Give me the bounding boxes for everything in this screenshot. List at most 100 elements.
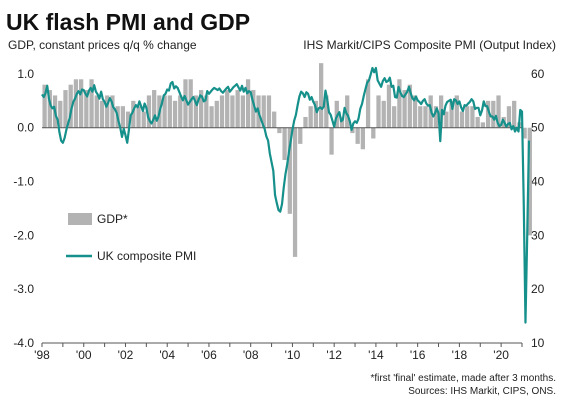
gdp-bar — [240, 95, 246, 128]
right-axis-title: IHS Markit/CIPS Composite PMI (Output In… — [303, 38, 556, 52]
gdp-bar — [496, 95, 501, 128]
gdp-bar — [449, 100, 454, 128]
x-tick-label: '00 — [76, 348, 92, 362]
gdp-bar — [360, 127, 366, 150]
gdp-bar — [235, 90, 240, 128]
gdp-bar — [459, 111, 465, 128]
gdp-bar — [397, 79, 402, 128]
left-tick-label: -4.0 — [13, 336, 34, 350]
gdp-bar — [136, 106, 141, 128]
legend: GDP* UK composite PMI — [66, 212, 196, 263]
left-tick-label: 0.0 — [17, 121, 34, 135]
right-tick-label: 30 — [531, 228, 545, 242]
gdp-bar — [433, 106, 439, 128]
gdp-bar — [339, 116, 345, 128]
gdp-bar — [392, 106, 397, 128]
right-tick-label: 40 — [531, 175, 545, 189]
gdp-bar — [371, 127, 376, 139]
gdp-bar — [376, 95, 381, 128]
gdp-bar — [58, 100, 63, 128]
gdp-bar — [167, 95, 172, 128]
gdp-bar — [73, 79, 79, 128]
gdp-bar — [318, 63, 324, 128]
gdp-bar — [277, 127, 282, 134]
gdp-bar — [272, 111, 277, 128]
gdp-bar — [245, 79, 251, 128]
right-axis-ticks: 60 50 40 30 20 10 — [531, 67, 545, 350]
x-axis-ticks: '98 '00 '02 '04 '06 '08 '10 '12 '14 '16 '18 '20 — [34, 343, 523, 362]
gdp-bar — [47, 90, 52, 128]
x-tick-label: '02 — [118, 348, 134, 362]
gdp-bar — [146, 95, 152, 128]
gdp-bar — [183, 79, 188, 128]
gdp-bar — [303, 116, 308, 128]
gdp-bar — [99, 100, 105, 128]
gdp-bar — [412, 95, 418, 128]
gdp-bar — [480, 122, 486, 128]
x-tick-label: '98 — [34, 348, 50, 362]
gdp-bar — [125, 111, 131, 128]
left-axis-title: GDP, constant prices q/q % change — [8, 38, 197, 52]
pmi-series-line — [41, 66, 531, 324]
x-tick-label: '06 — [201, 348, 217, 362]
gdp-bar — [298, 127, 303, 144]
gdp-bar — [152, 90, 157, 128]
gdp-bar — [214, 100, 219, 128]
x-tick-label: '12 — [326, 348, 342, 362]
gdp-bar — [94, 95, 99, 128]
x-tick-label: '16 — [410, 348, 426, 362]
x-tick-label: '18 — [452, 348, 468, 362]
gdp-bar — [193, 95, 199, 128]
gdp-bar — [407, 84, 412, 128]
gdp-bar — [522, 127, 527, 139]
gdp-bar — [292, 127, 298, 257]
legend-label-gdp: GDP* — [97, 212, 128, 226]
gdp-bar — [512, 100, 517, 128]
gdp-bar — [491, 100, 496, 128]
left-tick-label: -2.0 — [13, 228, 34, 242]
gdp-bar — [475, 116, 480, 128]
gdp-bar — [172, 100, 178, 128]
gdp-bar — [219, 95, 225, 128]
gdp-bar — [365, 79, 371, 128]
gdp-bar — [506, 106, 512, 128]
gdp-bar — [78, 79, 84, 128]
gdp-bar — [345, 95, 350, 128]
gdp-bar — [63, 90, 68, 128]
gdp-bar — [68, 84, 73, 128]
gdp-bar — [251, 90, 256, 128]
gdp-bar — [308, 106, 313, 128]
gdp-bar — [188, 79, 193, 128]
gdp-bar — [324, 95, 329, 128]
gdp-bar — [178, 95, 183, 128]
gdp-bar — [465, 106, 470, 128]
chart-title: UK flash PMI and GDP — [6, 9, 250, 35]
gdp-bar — [287, 127, 292, 214]
x-tick-label: '10 — [285, 348, 301, 362]
gdp-bar — [266, 95, 272, 128]
gdp-bar — [418, 106, 423, 128]
gdp-bar — [209, 106, 214, 128]
gdp-bar — [313, 100, 319, 128]
gdp-bar — [131, 100, 136, 128]
left-axis-ticks: 1.0 0.0 -1.0 -2.0 -3.0 -4.0 — [13, 67, 34, 350]
gdp-bar — [402, 90, 407, 128]
right-tick-label: 60 — [531, 67, 545, 81]
legend-label-pmi: UK composite PMI — [97, 249, 196, 263]
gdp-bar — [230, 95, 235, 128]
gdp-bar — [120, 106, 126, 128]
gdp-bar — [204, 95, 209, 128]
gdp-bar — [381, 100, 386, 128]
gdp-bar — [84, 90, 89, 128]
gdp-bar — [485, 100, 491, 128]
x-tick-label: '14 — [368, 348, 384, 362]
gdp-bar — [110, 95, 115, 128]
gdp-bar — [261, 95, 266, 128]
gdp-bar — [105, 95, 110, 128]
gdp-bar — [42, 84, 47, 128]
footnote: *first 'final' estimate, made after 3 mo… — [370, 373, 556, 384]
left-tick-label: -1.0 — [13, 175, 34, 189]
gdp-bar — [527, 127, 532, 236]
gdp-bar — [162, 95, 167, 128]
